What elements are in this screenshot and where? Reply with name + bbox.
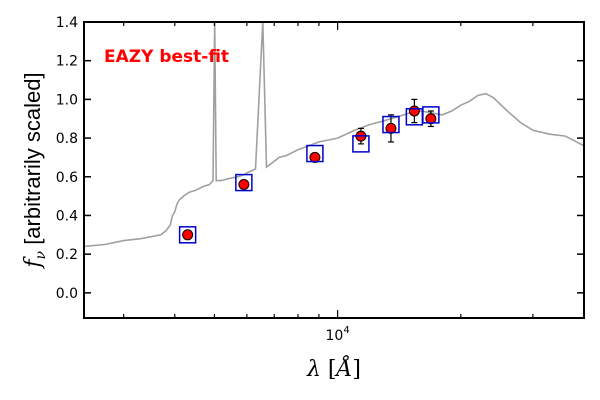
observed-point: [425, 113, 437, 125]
x-axis-label: λ [Å]: [306, 354, 361, 382]
y-tick-label: 0.4: [56, 208, 78, 224]
observed-point: [408, 105, 420, 117]
observed-points-layer: [182, 105, 437, 241]
y-tick-label: 1.2: [56, 54, 78, 70]
y-tick-label: 1.0: [56, 92, 78, 108]
model-spectrum-line: [84, 22, 584, 248]
template-box: [382, 115, 400, 134]
template-box: [306, 144, 324, 163]
y-tick-label: 0.6: [56, 170, 78, 186]
template-box: [352, 135, 370, 153]
y-tick-label: 0.0: [56, 286, 78, 302]
plot-frame: [83, 21, 585, 319]
observed-point: [385, 122, 397, 134]
ticks-layer: 0.0 0.2 0.4 0.6 0.8 1.0 1.2 1.4 104: [56, 15, 585, 344]
observed-point: [238, 179, 250, 191]
template-box: [422, 106, 440, 124]
x-tick-label-exponent: 4: [343, 325, 349, 336]
x-tick-label-base: 10: [326, 328, 344, 344]
eazy-annotation: EAZY best-fit: [104, 47, 229, 67]
observed-point: [309, 151, 321, 163]
y-tick-label: 0.8: [56, 131, 78, 147]
template-box: [178, 226, 197, 244]
observed-point: [182, 229, 194, 241]
template-boxes-layer: [178, 106, 440, 244]
template-box: [235, 173, 253, 192]
model-spectrum-layer: [84, 22, 584, 248]
y-axis-label: fν [arbitrarily scaled]: [20, 72, 49, 269]
x-tick-label: 104: [326, 325, 350, 344]
y-tick-label: 1.4: [56, 15, 78, 31]
y-tick-label: 0.2: [56, 247, 78, 263]
